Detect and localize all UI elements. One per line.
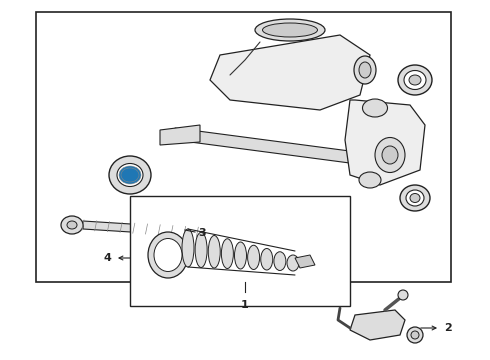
Ellipse shape [67,221,77,229]
Ellipse shape [221,239,233,269]
Polygon shape [350,310,405,340]
Ellipse shape [255,19,325,41]
Text: 4: 4 [103,253,111,263]
Ellipse shape [359,62,371,78]
Polygon shape [345,100,425,185]
Ellipse shape [247,245,260,270]
Ellipse shape [235,242,246,269]
Ellipse shape [375,138,405,172]
Ellipse shape [382,146,398,164]
Ellipse shape [148,232,188,278]
Ellipse shape [119,166,141,184]
Polygon shape [83,221,210,237]
Bar [36,12,451,282]
Ellipse shape [363,99,388,117]
Ellipse shape [404,71,426,90]
Ellipse shape [411,331,419,339]
Ellipse shape [410,194,420,202]
Text: 1: 1 [241,300,249,310]
Ellipse shape [406,190,424,206]
Ellipse shape [354,56,376,84]
Ellipse shape [261,248,273,270]
Polygon shape [295,255,315,268]
Ellipse shape [182,229,194,267]
Ellipse shape [154,239,182,271]
Polygon shape [175,128,380,167]
Text: 3: 3 [198,228,206,238]
Ellipse shape [263,23,318,37]
Ellipse shape [61,216,83,234]
Ellipse shape [400,185,430,211]
Ellipse shape [195,232,207,267]
Ellipse shape [398,290,408,300]
Polygon shape [210,35,370,110]
Ellipse shape [398,65,432,95]
Ellipse shape [122,168,138,182]
Ellipse shape [287,255,299,271]
Ellipse shape [407,327,423,343]
Text: 2: 2 [444,323,452,333]
Polygon shape [160,125,200,145]
Ellipse shape [409,75,421,85]
Ellipse shape [208,235,220,268]
Ellipse shape [274,252,286,270]
Ellipse shape [109,156,151,194]
Bar [130,196,350,306]
Ellipse shape [359,172,381,188]
Ellipse shape [121,168,139,182]
Ellipse shape [117,163,143,186]
